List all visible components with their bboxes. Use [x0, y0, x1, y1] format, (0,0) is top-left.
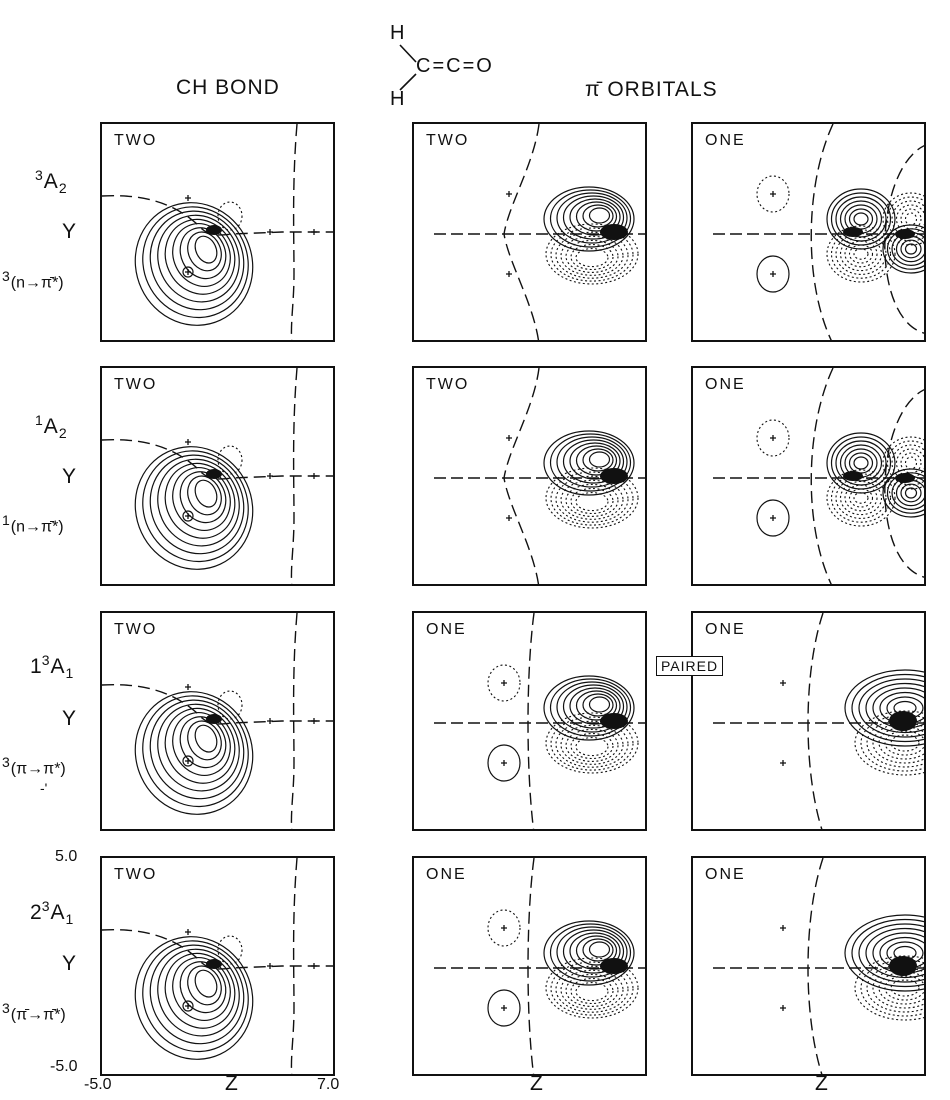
contour-plot-r4-c2 [434, 858, 645, 1074]
contour-panel-r4-c2: ONE [412, 856, 647, 1076]
row-3-state: 13A1 [30, 652, 74, 682]
contour-plot-r4-c3 [713, 858, 924, 1074]
contour-panel-r2-c1: TWO [100, 366, 335, 586]
column-title-ch-bond: CH BOND [176, 76, 280, 99]
occupancy-label-r4-c3: ONE [705, 866, 746, 883]
contour-panel-r1-c3: ONE [691, 122, 926, 342]
occupancy-label-r2-c1: TWO [114, 376, 158, 393]
row-4-state: 23A1 [30, 898, 74, 928]
occupancy-label-r1-c3: ONE [705, 132, 746, 149]
contour-panel-r1-c2: TWO [412, 122, 647, 342]
occupancy-label-r3-c1: TWO [114, 621, 158, 638]
row-1-state: 3A2 [35, 167, 67, 197]
contour-plot-r2-c1 [102, 368, 333, 584]
row-4-axis: Y [62, 952, 77, 975]
x-axis-label-1: Z [225, 1072, 238, 1095]
contour-panel-r4-c3: ONE [691, 856, 926, 1076]
occupancy-label-r3-c2: ONE [426, 621, 467, 638]
x-axis-label-2: Z [530, 1072, 543, 1095]
row-1-transition: 3(n→π̄*) [2, 268, 64, 292]
molecule-bonds [399, 44, 417, 91]
contour-panel-r4-c1: TWO [100, 856, 335, 1076]
contour-plot-r3-c2 [434, 613, 645, 829]
contour-panel-r3-c3: ONE [691, 611, 926, 831]
x-axis-label-3: Z [815, 1072, 828, 1095]
occupancy-label-r2-c3: ONE [705, 376, 746, 393]
y-axis-min: -5.0 [50, 1058, 78, 1075]
occupancy-label-r1-c1: TWO [114, 132, 158, 149]
contour-panel-r2-c2: TWO [412, 366, 647, 586]
molecule-h-top: H [390, 22, 405, 44]
occupancy-label-r3-c3: ONE [705, 621, 746, 638]
row-2-axis: Y [62, 465, 77, 488]
contour-panel-r3-c1: TWO [100, 611, 335, 831]
occupancy-label-r1-c2: TWO [426, 132, 470, 149]
contour-panel-r1-c1: TWO [100, 122, 335, 342]
row-2-state: 1A2 [35, 412, 67, 442]
occupancy-label-r4-c2: ONE [426, 866, 467, 883]
occupancy-label-r4-c1: TWO [114, 866, 158, 883]
contour-plot-r4-c1 [102, 858, 333, 1074]
contour-plot-r2-c3 [713, 368, 924, 584]
row-3-transition: 3(π→π*) [2, 754, 66, 778]
stray-mark: -' [40, 780, 48, 796]
y-axis-max: 5.0 [55, 848, 78, 865]
contour-panel-r2-c3: ONE [691, 366, 926, 586]
row-1-axis: Y [62, 220, 77, 243]
contour-plot-r2-c2 [434, 368, 645, 584]
contour-plot-r1-c1 [102, 124, 333, 340]
x-axis-min: -5.0 [84, 1076, 112, 1093]
row-2-transition: 1(n→π̄*) [2, 512, 64, 536]
contour-plot-r3-c1 [102, 613, 333, 829]
molecule-h-bottom: H [390, 88, 405, 110]
row-4-transition: 3(π̄→π̄*) [2, 1000, 66, 1024]
contour-panel-r3-c2: ONE [412, 611, 647, 831]
column-title-pi-orbitals: π̄ ORBITALS [585, 78, 718, 101]
molecule-carbon-group: C=C=O [416, 55, 494, 77]
occupancy-label-r2-c2: TWO [426, 376, 470, 393]
contour-plot-r1-c2 [434, 124, 645, 340]
contour-plot-r3-c3 [713, 613, 924, 829]
row-3-axis: Y [62, 707, 77, 730]
contour-plot-r1-c3 [713, 124, 924, 340]
paired-label: PAIRED [656, 656, 724, 676]
x-axis-max: 7.0 [317, 1076, 340, 1093]
